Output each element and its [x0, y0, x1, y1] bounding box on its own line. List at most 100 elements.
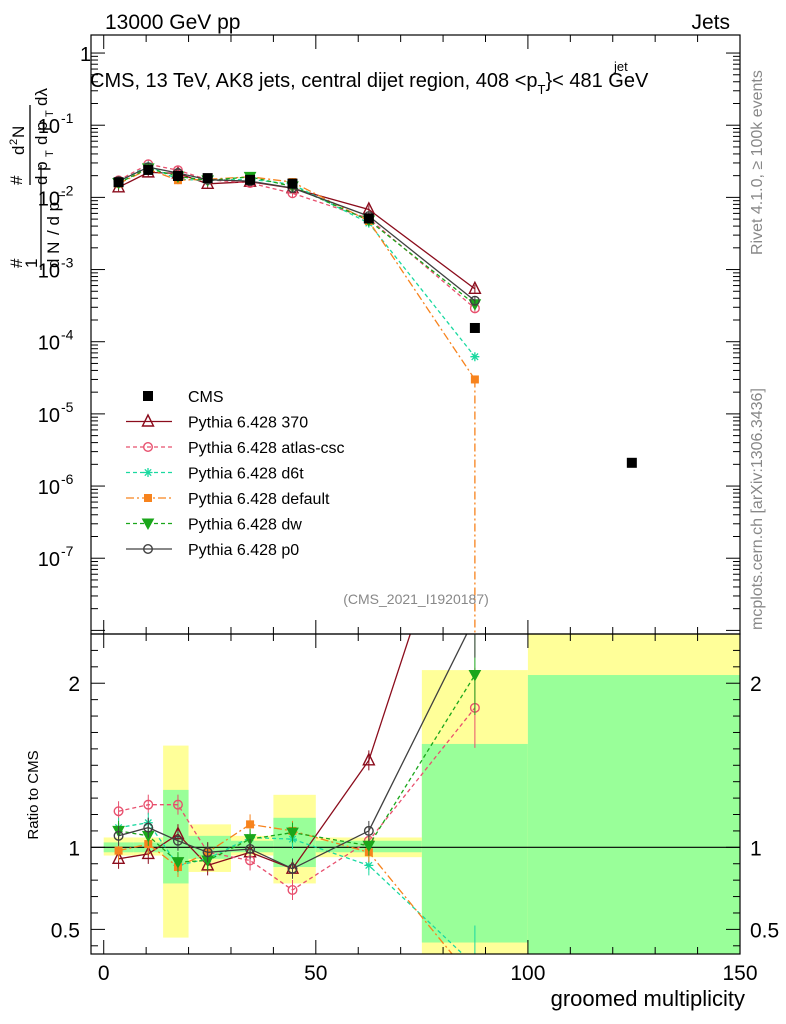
x-axis-label: groomed multiplicity [551, 986, 745, 1011]
svg-text:d N: d N [44, 242, 63, 268]
data-point-1 [143, 164, 154, 175]
ratio-point-3-4 [246, 820, 255, 829]
ratio-point-1-0 [113, 806, 124, 817]
x-tick-label-0: 0 [98, 962, 110, 985]
svg-text:/ d p: / d p [44, 202, 63, 235]
series-ratio-4 [112, 635, 482, 873]
svg-text:1: 1 [22, 259, 41, 268]
svg-text:T: T [44, 110, 56, 117]
svg-text:d p: d p [32, 121, 51, 145]
legend-marker-1 [142, 442, 153, 453]
legend-entry-3: Pythia 6.428 default [126, 491, 330, 508]
band-green-4 [230, 840, 274, 853]
legend-marker-5 [142, 544, 153, 555]
data-point-2 [172, 170, 183, 181]
series-ratio-line-4 [118, 674, 476, 863]
ratio-point-3-0 [114, 846, 123, 855]
y-tick-sup-7: -7 [61, 543, 74, 559]
mcplots-label: mcplots.cern.ch [arXiv:1306.3436] [749, 388, 766, 630]
ratio-point-5-3 [202, 847, 213, 858]
series-point-0-7 [468, 280, 482, 295]
legend-marker-0 [141, 413, 155, 427]
band-green-7 [421, 743, 528, 943]
data-point-0 [113, 177, 124, 188]
y-axis-label-top: 1/N dN/dp_T d^2N/dp_T dλ # 1 d N / d p T… [7, 88, 68, 270]
ratio-point-5-1 [143, 822, 154, 833]
legend-entry-0: Pythia 6.428 370 [126, 413, 308, 432]
data-point-3 [202, 173, 213, 184]
svg-text:d p: d p [32, 161, 51, 185]
ratio-point-5-6 [363, 825, 374, 836]
y-tick-sup-3: -3 [61, 255, 74, 271]
y-tick-label-3: 10 [38, 261, 60, 283]
ratio-point-5-4 [245, 843, 256, 854]
ratio-point-1-2 [172, 799, 183, 810]
legend-label-4: Pythia 6.428 dw [188, 517, 302, 534]
series-ratio-line-5 [118, 634, 468, 870]
legend-entry-1: Pythia 6.428 atlas-csc [126, 440, 345, 457]
y-tick-label-0: 1 [80, 44, 91, 66]
ratio-point-5-0 [113, 830, 124, 841]
x-tick-label-3: 150 [722, 962, 757, 985]
legend-marker-cms [143, 391, 153, 401]
ratio-point-4-2 [171, 857, 185, 869]
bottom-panel [91, 634, 740, 970]
ratio-point-1-5 [287, 885, 298, 896]
svg-text:T: T [56, 192, 68, 199]
x-tick-label-2: 100 [510, 962, 545, 985]
y-tick-sup-4: -4 [61, 327, 74, 343]
y-tick-label-4: 10 [38, 333, 60, 355]
ry-tick-label-r-1: 1 [750, 837, 762, 860]
ratio-point-2-7 [470, 961, 479, 970]
band-green-5 [273, 817, 316, 868]
svg-text:dλ: dλ [32, 88, 51, 106]
ry-tick-label-0: 0.5 [51, 919, 80, 942]
legend-label-2: Pythia 6.428 d6t [188, 466, 304, 483]
ratio-point-4-6 [362, 840, 376, 853]
series-ratio-5 [113, 634, 476, 879]
y-tick-label-6: 10 [38, 477, 60, 499]
series-line-3 [118, 168, 476, 380]
data-point-6 [363, 213, 374, 224]
series-ratio-line-0 [118, 634, 411, 870]
rivet-label: Rivet 4.1.0, ≥ 100k events [749, 70, 766, 255]
svg-text:N: N [9, 126, 28, 138]
y-tick-sup-1: -1 [61, 110, 74, 126]
series-ratio-line-3 [118, 823, 453, 954]
svg-text:#: # [7, 175, 26, 185]
y-tick-label-7: 10 [38, 549, 60, 571]
ratio-point-5-5 [287, 863, 298, 874]
data-point-4 [245, 174, 256, 185]
ratio-point-5-2 [172, 835, 183, 846]
y-tick-sup-2: -2 [61, 182, 74, 198]
y-tick-label-5: 10 [38, 405, 60, 427]
legend-label-cms: CMS [188, 389, 224, 406]
ratio-point-2-6 [364, 860, 374, 870]
top-panel [111, 159, 637, 634]
y-tick-label-1: 10 [38, 116, 60, 138]
svg-text:d: d [9, 146, 28, 155]
band-green-8 [527, 675, 740, 954]
legend-label-1: Pythia 6.428 atlas-csc [188, 440, 345, 457]
ry-tick-label-r-2: 2 [750, 673, 762, 696]
series-point-2-7 [470, 352, 480, 362]
ratio-point-0-0 [111, 850, 126, 865]
legend-entry-2: Pythia 6.428 d6t [126, 466, 304, 483]
svg-text:#: # [7, 258, 26, 268]
x-tick-label-1: 50 [304, 962, 327, 985]
legend-marker-4 [141, 518, 155, 531]
series-line-2 [118, 165, 476, 358]
ratio-point-1-1 [143, 799, 154, 810]
legend-entry-cms: CMS [143, 389, 224, 406]
bottom-frame [90, 633, 741, 955]
data-point-7 [469, 322, 480, 333]
ry-tick-label-2: 2 [68, 673, 80, 696]
series-point-5-7 [469, 295, 480, 306]
series-top-3 [114, 165, 479, 384]
ratio-point-0-6 [362, 752, 376, 766]
legend-entry-4: Pythia 6.428 dw [126, 517, 302, 534]
header-right: Jets [691, 11, 730, 34]
svg-text:T: T [44, 150, 56, 157]
y-tick-label-2: 10 [38, 188, 60, 210]
